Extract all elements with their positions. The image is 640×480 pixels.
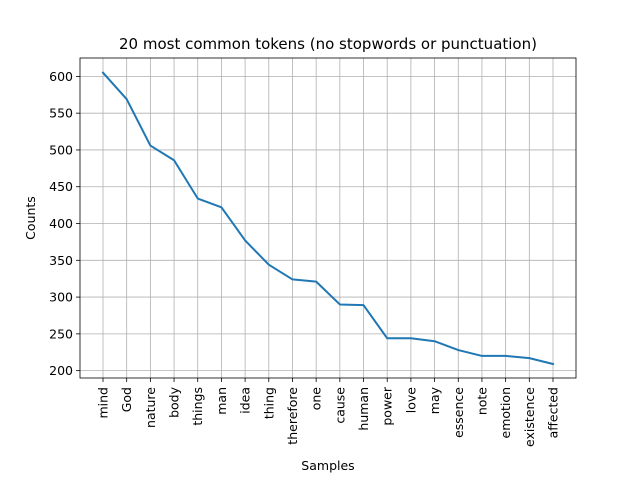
y-tick-label: 600 <box>49 69 73 84</box>
x-axis: mind God nature body things man idea thing there… <box>96 378 561 447</box>
x-tick-label: nature <box>143 387 158 428</box>
y-tick-label: 200 <box>49 363 73 378</box>
x-tick-label: existence <box>522 387 537 447</box>
x-tick-label: emotion <box>498 387 513 438</box>
y-tick-label: 550 <box>49 106 73 121</box>
y-axis-label: Counts <box>23 196 38 240</box>
x-tick-label: note <box>474 387 489 415</box>
x-tick-label: things <box>190 387 205 426</box>
x-tick-label: mind <box>96 387 111 419</box>
y-tick-label: 400 <box>49 216 73 231</box>
grid-lines <box>80 58 576 378</box>
x-tick-label: thing <box>261 387 276 419</box>
chart-title: 20 most common tokens (no stopwords or p… <box>119 35 537 53</box>
y-tick-label: 350 <box>49 253 73 268</box>
x-tick-label: man <box>214 387 229 415</box>
x-tick-label: human <box>356 387 371 431</box>
x-tick-label: affected <box>546 387 561 438</box>
y-tick-label: 250 <box>49 326 73 341</box>
x-tick-label: body <box>167 386 182 418</box>
x-tick-label: love <box>403 387 418 414</box>
x-tick-label: may <box>427 386 442 414</box>
x-tick-label: idea <box>238 387 253 414</box>
plot-area-frame <box>79 57 577 379</box>
y-tick-label: 500 <box>49 142 73 157</box>
y-axis: 200 250 300 350 400 450 500 550 600 <box>49 69 80 378</box>
y-tick-label: 450 <box>49 179 73 194</box>
x-tick-label: power <box>380 386 395 425</box>
x-tick-label: one <box>309 387 324 411</box>
series-line <box>101 71 555 366</box>
x-tick-label: God <box>119 387 134 412</box>
x-tick-label: therefore <box>285 387 300 445</box>
y-tick-label: 300 <box>49 290 73 305</box>
x-axis-label: Samples <box>301 458 354 473</box>
x-tick-label: cause <box>332 387 347 424</box>
x-tick-label: essence <box>451 387 466 438</box>
